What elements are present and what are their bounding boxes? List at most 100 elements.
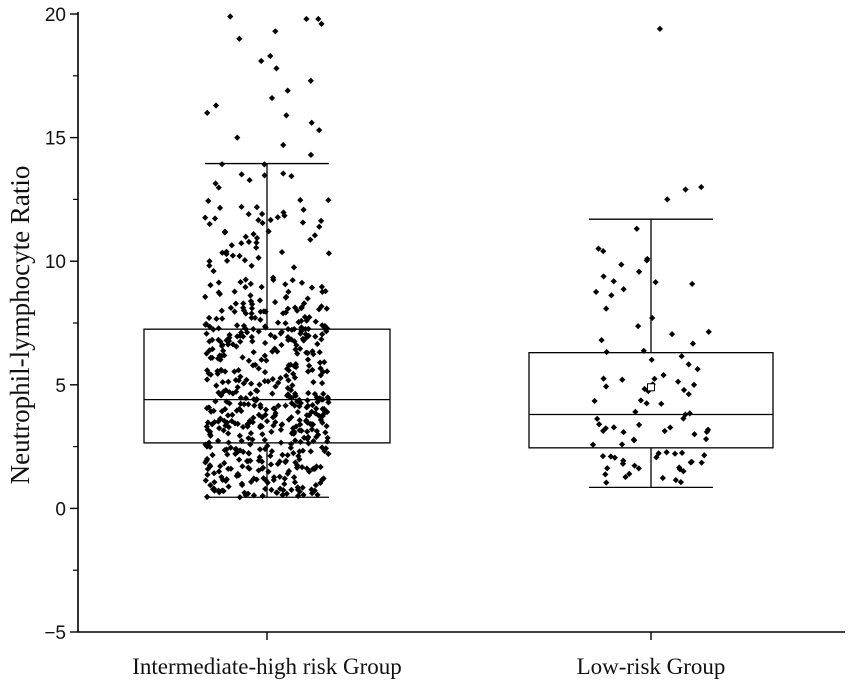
data-point: [240, 304, 247, 311]
data-point: [203, 443, 211, 450]
data-point: [304, 356, 312, 363]
data-point: [685, 361, 692, 368]
data-point: [206, 338, 213, 345]
data-point: [249, 436, 256, 443]
data-point: [239, 354, 246, 361]
data-point: [301, 300, 308, 307]
data-point: [215, 418, 222, 425]
data-point: [297, 421, 304, 428]
data-point: [242, 310, 249, 317]
data-point: [619, 376, 626, 383]
data-point: [272, 419, 279, 426]
data-point: [215, 336, 222, 343]
data-point: [242, 395, 250, 402]
data-point: [267, 216, 274, 224]
data-point: [301, 313, 309, 321]
data-point: [279, 310, 287, 317]
data-point: [705, 328, 712, 335]
data-point: [261, 445, 269, 453]
data-point: [226, 400, 233, 407]
data-point: [290, 450, 297, 457]
data-point: [203, 330, 210, 337]
data-point: [218, 473, 225, 481]
data-point: [234, 420, 241, 427]
data-point: [603, 383, 610, 390]
data-point: [221, 460, 228, 467]
data-point: [232, 377, 239, 384]
data-point: [305, 332, 312, 339]
data-point: [317, 217, 325, 224]
data-point: [256, 381, 263, 388]
data-point: [304, 295, 311, 302]
data-point: [206, 220, 213, 228]
data-point: [317, 479, 324, 487]
data-point: [278, 421, 285, 429]
data-point: [284, 391, 292, 398]
data-point: [220, 427, 227, 434]
data-point: [274, 319, 282, 326]
data-point: [701, 452, 708, 459]
data-point: [298, 327, 306, 334]
data-point: [308, 426, 316, 433]
data-point: [261, 369, 269, 376]
data-point: [204, 426, 211, 433]
data-point: [217, 356, 224, 363]
data-point: [217, 392, 225, 399]
data-point: [282, 281, 289, 288]
data-point: [291, 402, 298, 409]
data-point: [278, 328, 285, 335]
data-point: [235, 367, 242, 374]
data-point: [667, 424, 674, 431]
data-point: [224, 451, 231, 458]
data-point: [278, 341, 285, 349]
data-point: [204, 419, 212, 426]
data-point: [317, 359, 324, 366]
data-point: [251, 402, 258, 409]
data-point: [245, 458, 252, 465]
data-point: [243, 376, 250, 384]
data-point: [292, 459, 299, 466]
data-point: [288, 173, 295, 180]
data-point: [259, 465, 266, 472]
data-point: [283, 490, 290, 497]
data-point: [270, 274, 277, 281]
data-point: [680, 386, 688, 394]
data-point: [319, 331, 326, 338]
data-point: [298, 279, 306, 286]
box-iqr: [528, 352, 774, 449]
data-point: [315, 306, 323, 313]
data-point: [653, 454, 660, 461]
data-point: [236, 456, 243, 463]
data-point: [678, 353, 685, 360]
data-point: [620, 429, 627, 436]
data-point: [225, 430, 232, 437]
data-point: [268, 486, 275, 493]
data-point: [686, 410, 693, 417]
data-point: [229, 411, 236, 419]
data-point: [304, 402, 312, 410]
data-point: [217, 415, 224, 422]
data-point: [212, 102, 220, 109]
data-point: [318, 336, 325, 343]
data-point: [287, 444, 294, 451]
data-point: [321, 447, 328, 455]
data-point: [218, 408, 226, 415]
data-point: [260, 308, 267, 315]
data-point: [233, 343, 240, 350]
data-point: [213, 315, 220, 322]
data-point: [620, 286, 627, 293]
data-point: [259, 219, 266, 227]
x-tick-label: Low-risk Group: [577, 654, 726, 679]
data-point: [265, 468, 272, 475]
data-point: [294, 462, 301, 469]
data-point: [216, 204, 224, 211]
data-point: [258, 283, 265, 291]
data-point: [325, 197, 332, 204]
data-point: [610, 424, 617, 431]
data-point: [318, 20, 325, 27]
data-point: [659, 474, 666, 482]
data-point: [663, 449, 670, 456]
data-point: [239, 423, 247, 431]
data-point: [262, 324, 269, 331]
